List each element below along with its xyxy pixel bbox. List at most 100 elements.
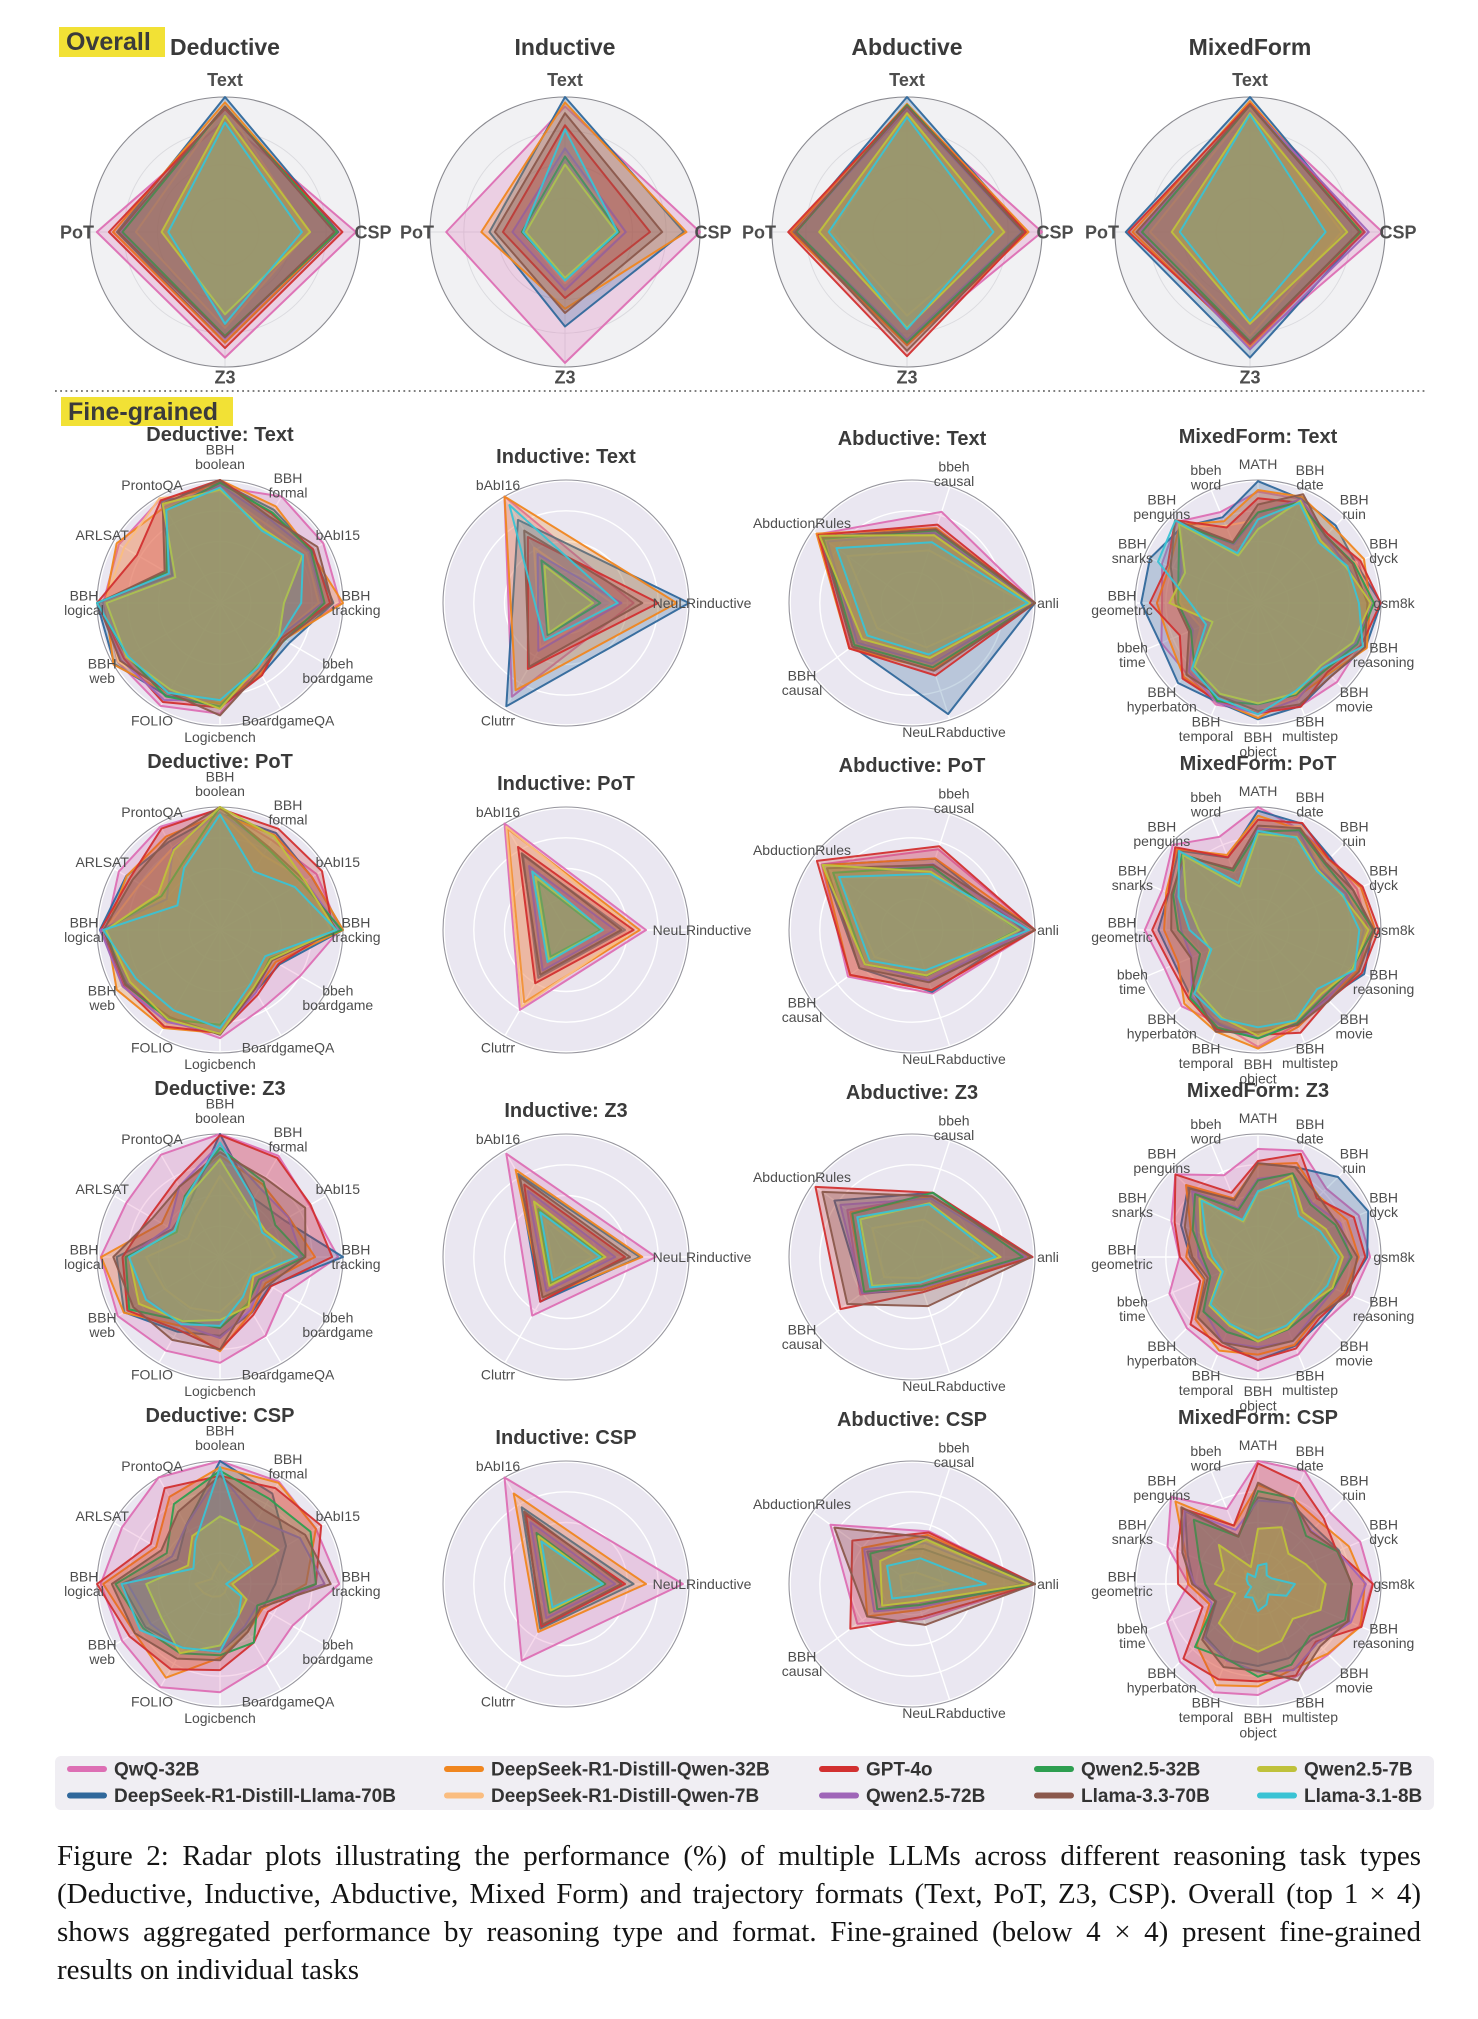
svg-text:Deductive: Deductive: [170, 34, 280, 60]
svg-text:CSP: CSP: [1036, 222, 1073, 242]
svg-text:bAbI15: bAbI15: [316, 527, 361, 543]
svg-text:gsm8k: gsm8k: [1373, 1576, 1415, 1592]
svg-text:ARLSAT: ARLSAT: [75, 1181, 129, 1197]
svg-text:Z3: Z3: [896, 368, 917, 388]
svg-text:Deductive: CSP: Deductive: CSP: [146, 1405, 295, 1427]
svg-text:BoardgameQA: BoardgameQA: [242, 1367, 335, 1383]
svg-text:BoardgameQA: BoardgameQA: [242, 713, 335, 729]
svg-text:PoT: PoT: [400, 222, 434, 242]
svg-text:NeuLRinductive: NeuLRinductive: [653, 1249, 752, 1265]
svg-text:Fine-grained: Fine-grained: [68, 398, 218, 426]
svg-text:MATH: MATH: [1239, 783, 1278, 799]
svg-text:CSP: CSP: [354, 222, 391, 242]
svg-text:Logicbench: Logicbench: [184, 1056, 256, 1072]
svg-text:Inductive: PoT: Inductive: PoT: [497, 773, 635, 795]
svg-text:Qwen2.5-72B: Qwen2.5-72B: [866, 1786, 985, 1807]
svg-text:Qwen2.5-7B: Qwen2.5-7B: [1304, 1760, 1413, 1781]
svg-text:Llama-3.3-70B: Llama-3.3-70B: [1081, 1786, 1210, 1807]
svg-text:Clutrr: Clutrr: [481, 1040, 516, 1056]
svg-text:bAbI15: bAbI15: [316, 854, 361, 870]
svg-text:Z3: Z3: [214, 368, 235, 388]
svg-text:AbductionRules: AbductionRules: [753, 515, 851, 531]
svg-text:anli: anli: [1037, 1249, 1059, 1265]
svg-text:CSP: CSP: [1379, 222, 1416, 242]
svg-text:Abductive: Z3: Abductive: Z3: [846, 1082, 978, 1104]
svg-text:NeuLRinductive: NeuLRinductive: [653, 595, 752, 611]
svg-text:AbductionRules: AbductionRules: [753, 842, 851, 858]
svg-text:ProntoQA: ProntoQA: [121, 804, 183, 820]
svg-text:anli: anli: [1037, 922, 1059, 938]
svg-text:gsm8k: gsm8k: [1373, 595, 1415, 611]
svg-text:BoardgameQA: BoardgameQA: [242, 1040, 335, 1056]
svg-text:anli: anli: [1037, 595, 1059, 611]
svg-text:DeepSeek-R1-Distill-Qwen-32B: DeepSeek-R1-Distill-Qwen-32B: [491, 1760, 770, 1781]
svg-text:bAbI15: bAbI15: [316, 1181, 361, 1197]
svg-text:AbductionRules: AbductionRules: [753, 1496, 851, 1512]
svg-text:ProntoQA: ProntoQA: [121, 1131, 183, 1147]
svg-text:bAbI16: bAbI16: [476, 1458, 521, 1474]
svg-text:Abductive: CSP: Abductive: CSP: [837, 1409, 987, 1431]
svg-text:bAbI16: bAbI16: [476, 804, 521, 820]
svg-text:Logicbench: Logicbench: [184, 729, 256, 745]
svg-text:Inductive: Text: Inductive: Text: [496, 446, 636, 468]
svg-text:CSP: CSP: [694, 222, 731, 242]
svg-text:MixedForm: Text: MixedForm: Text: [1179, 426, 1338, 448]
svg-text:gsm8k: gsm8k: [1373, 1249, 1415, 1265]
svg-text:NeuLRinductive: NeuLRinductive: [653, 922, 752, 938]
svg-text:AbductionRules: AbductionRules: [753, 1169, 851, 1185]
svg-text:MixedForm: MixedForm: [1189, 34, 1312, 60]
svg-text:Clutrr: Clutrr: [481, 1367, 516, 1383]
svg-text:Clutrr: Clutrr: [481, 713, 516, 729]
svg-text:NeuLRinductive: NeuLRinductive: [653, 1576, 752, 1592]
svg-text:NeuLRabductive: NeuLRabductive: [902, 724, 1006, 740]
svg-text:bAbI16: bAbI16: [476, 1131, 521, 1147]
svg-text:Deductive: Z3: Deductive: Z3: [154, 1078, 285, 1100]
svg-text:Text: Text: [1232, 70, 1268, 90]
svg-text:Llama-3.1-8B: Llama-3.1-8B: [1304, 1786, 1422, 1807]
svg-text:ARLSAT: ARLSAT: [75, 527, 129, 543]
svg-text:Inductive: Z3: Inductive: Z3: [504, 1100, 627, 1122]
